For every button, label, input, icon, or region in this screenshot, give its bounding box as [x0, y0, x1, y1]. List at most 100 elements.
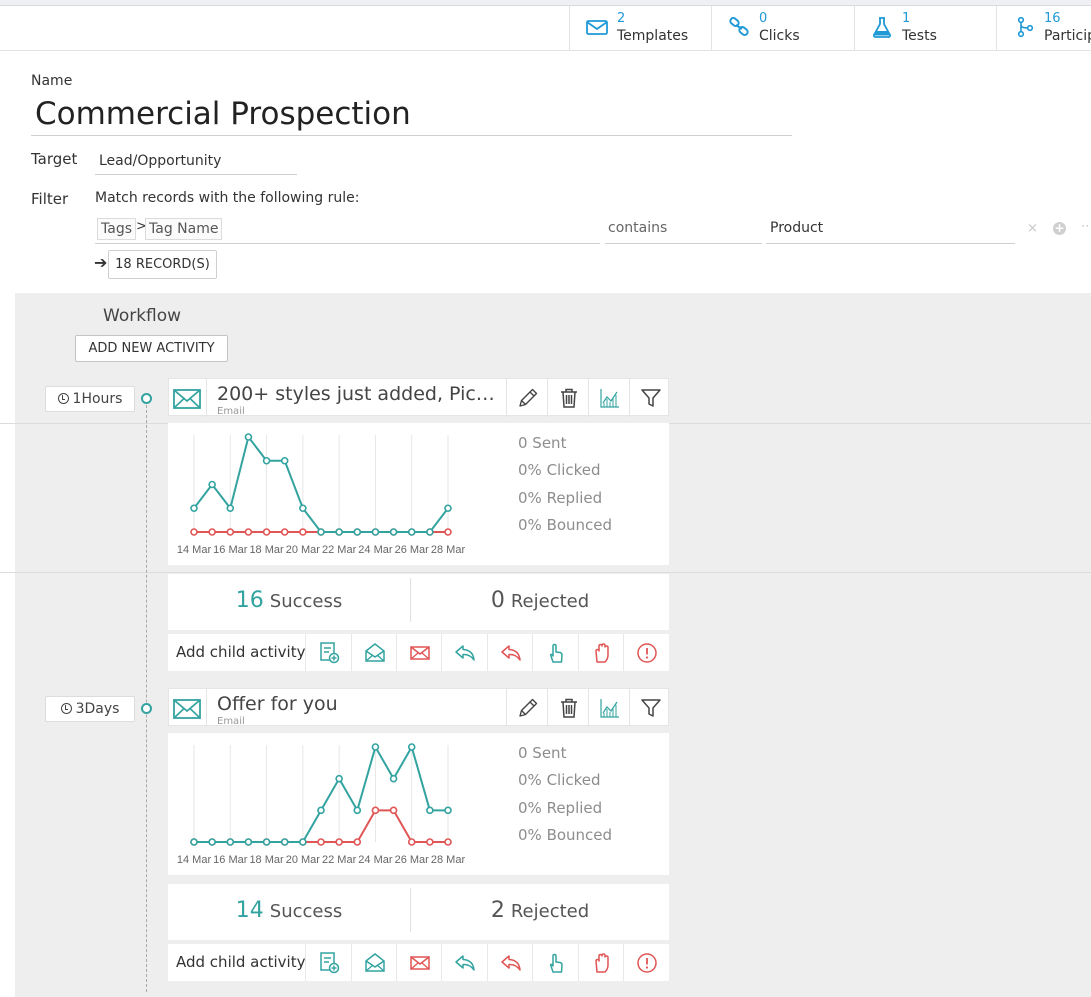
click-hand-icon	[549, 643, 563, 663]
data-point-success[interactable]	[389, 774, 398, 783]
rejected-count-box[interactable]: 2 Rejected	[411, 884, 669, 940]
data-point-success[interactable]	[426, 806, 434, 815]
activity-line-chart: 14 Mar 16 Mar 18 Mar 20 Mar 22 Mar 24 Mar 26 M…	[177, 433, 465, 556]
participants-count: 16	[1044, 11, 1061, 26]
data-point-rejected[interactable]	[353, 838, 362, 846]
data-point-success[interactable]	[190, 838, 198, 846]
data-point-success[interactable]	[280, 456, 289, 465]
add-child-not-clicked-button[interactable]	[578, 634, 624, 671]
x-tick-label: 28 Mar	[431, 854, 466, 866]
rejected-count-box[interactable]: 0 Rejected	[411, 574, 669, 630]
data-point-rejected[interactable]	[371, 806, 380, 815]
add-child-not-replied-button[interactable]	[487, 634, 533, 671]
data-point-rejected[interactable]	[335, 838, 343, 846]
data-point-success[interactable]	[299, 838, 307, 846]
activity-stats-button[interactable]	[588, 689, 629, 727]
data-point-success[interactable]	[407, 528, 416, 536]
delete-activity-button[interactable]	[547, 379, 588, 417]
data-point-rejected[interactable]	[244, 528, 253, 536]
success-count-box[interactable]: 14 Success	[168, 884, 410, 940]
templates-stat-button[interactable]: 2 Templates	[569, 6, 711, 50]
add-child-not-opened-button[interactable]	[396, 944, 442, 981]
name-input[interactable]: Commercial Prospection	[31, 94, 792, 136]
data-point-success[interactable]	[317, 806, 325, 815]
delete-activity-button[interactable]	[547, 689, 588, 727]
add-child-new-button[interactable]	[305, 634, 351, 671]
add-child-opened-button[interactable]	[351, 634, 397, 671]
data-point-success[interactable]	[208, 838, 216, 846]
data-point-success[interactable]	[317, 528, 325, 536]
data-point-success[interactable]	[226, 504, 235, 513]
add-child-not-replied-button[interactable]	[487, 944, 533, 981]
clicks-stat-button[interactable]: 0 Clicks	[711, 6, 854, 50]
data-point-success[interactable]	[371, 743, 380, 751]
data-point-rejected[interactable]	[280, 528, 289, 536]
data-point-success[interactable]	[262, 838, 271, 846]
data-point-success[interactable]	[407, 743, 416, 751]
add-child-clicked-button[interactable]	[532, 944, 578, 981]
add-child-opened-button[interactable]	[351, 944, 397, 981]
data-point-success[interactable]	[426, 528, 434, 536]
templates-label: Templates	[617, 28, 689, 44]
add-child-bounced-button[interactable]	[623, 634, 669, 671]
data-point-rejected[interactable]	[444, 528, 452, 536]
data-point-success[interactable]	[262, 456, 271, 465]
add-child-bounced-button[interactable]	[623, 944, 669, 981]
records-count-button[interactable]: 18 RECORD(S)	[108, 250, 217, 279]
data-point-rejected[interactable]	[407, 838, 416, 846]
participants-stat-button[interactable]: 16 Participants	[996, 6, 1091, 50]
rule-value-input[interactable]: Product	[766, 216, 1015, 244]
add-child-not-clicked-button[interactable]	[578, 944, 624, 981]
data-point-success[interactable]	[280, 838, 289, 846]
data-point-success[interactable]	[389, 528, 398, 536]
series-line-rejected	[194, 809, 448, 843]
rule-path-chip-tags[interactable]: Tags	[97, 218, 136, 240]
data-point-rejected[interactable]	[426, 838, 434, 846]
add-rule-icon[interactable]: +	[1053, 221, 1066, 235]
data-point-rejected[interactable]	[208, 528, 216, 536]
remove-rule-icon[interactable]: ×	[1027, 221, 1038, 236]
data-point-rejected[interactable]	[444, 838, 452, 846]
data-point-rejected[interactable]	[389, 806, 398, 815]
data-point-rejected[interactable]	[317, 838, 325, 846]
activity-filter-button[interactable]	[629, 379, 670, 417]
metric-replied: 0% Replied	[518, 489, 603, 507]
data-point-success[interactable]	[353, 528, 362, 536]
target-select[interactable]: Lead/Opportunity	[95, 150, 297, 175]
activity-title-box[interactable]: Offer for you Email	[206, 689, 506, 727]
activity-stats-button[interactable]	[588, 379, 629, 417]
activity-title-box[interactable]: 200+ styles just added, Pick ... Email	[206, 379, 506, 417]
rule-operator-select[interactable]: contains	[605, 216, 762, 244]
add-child-clicked-button[interactable]	[532, 634, 578, 671]
rule-field-path[interactable]: Tags > Tag Name	[95, 216, 600, 244]
data-point-success[interactable]	[299, 504, 307, 513]
rule-path-chip-tag-name[interactable]: Tag Name	[145, 218, 223, 240]
add-child-not-opened-button[interactable]	[396, 634, 442, 671]
data-point-success[interactable]	[371, 528, 380, 536]
data-point-success[interactable]	[244, 433, 253, 441]
activity-filter-button[interactable]	[629, 689, 670, 727]
data-point-success[interactable]	[244, 838, 253, 846]
add-child-replied-button[interactable]	[441, 944, 487, 981]
data-point-success[interactable]	[226, 838, 235, 846]
data-point-success[interactable]	[335, 528, 343, 536]
data-point-success[interactable]	[444, 504, 452, 513]
success-count-box[interactable]: 16 Success	[168, 574, 410, 630]
edit-activity-button[interactable]	[506, 689, 547, 727]
add-new-activity-button[interactable]: ADD NEW ACTIVITY	[75, 335, 228, 362]
flask-icon	[873, 17, 891, 38]
data-point-rejected[interactable]	[262, 528, 271, 536]
more-options-icon[interactable]: ⋯	[1081, 219, 1091, 234]
data-point-rejected[interactable]	[190, 528, 198, 536]
add-child-new-button[interactable]	[305, 944, 351, 981]
data-point-success[interactable]	[335, 774, 343, 783]
edit-activity-button[interactable]	[506, 379, 547, 417]
data-point-success[interactable]	[190, 504, 198, 513]
data-point-rejected[interactable]	[226, 528, 235, 536]
data-point-success[interactable]	[208, 480, 216, 489]
tests-stat-button[interactable]: 1 Tests	[854, 6, 996, 50]
data-point-success[interactable]	[353, 806, 362, 815]
add-child-replied-button[interactable]	[441, 634, 487, 671]
data-point-success[interactable]	[444, 806, 452, 815]
data-point-rejected[interactable]	[299, 528, 307, 536]
